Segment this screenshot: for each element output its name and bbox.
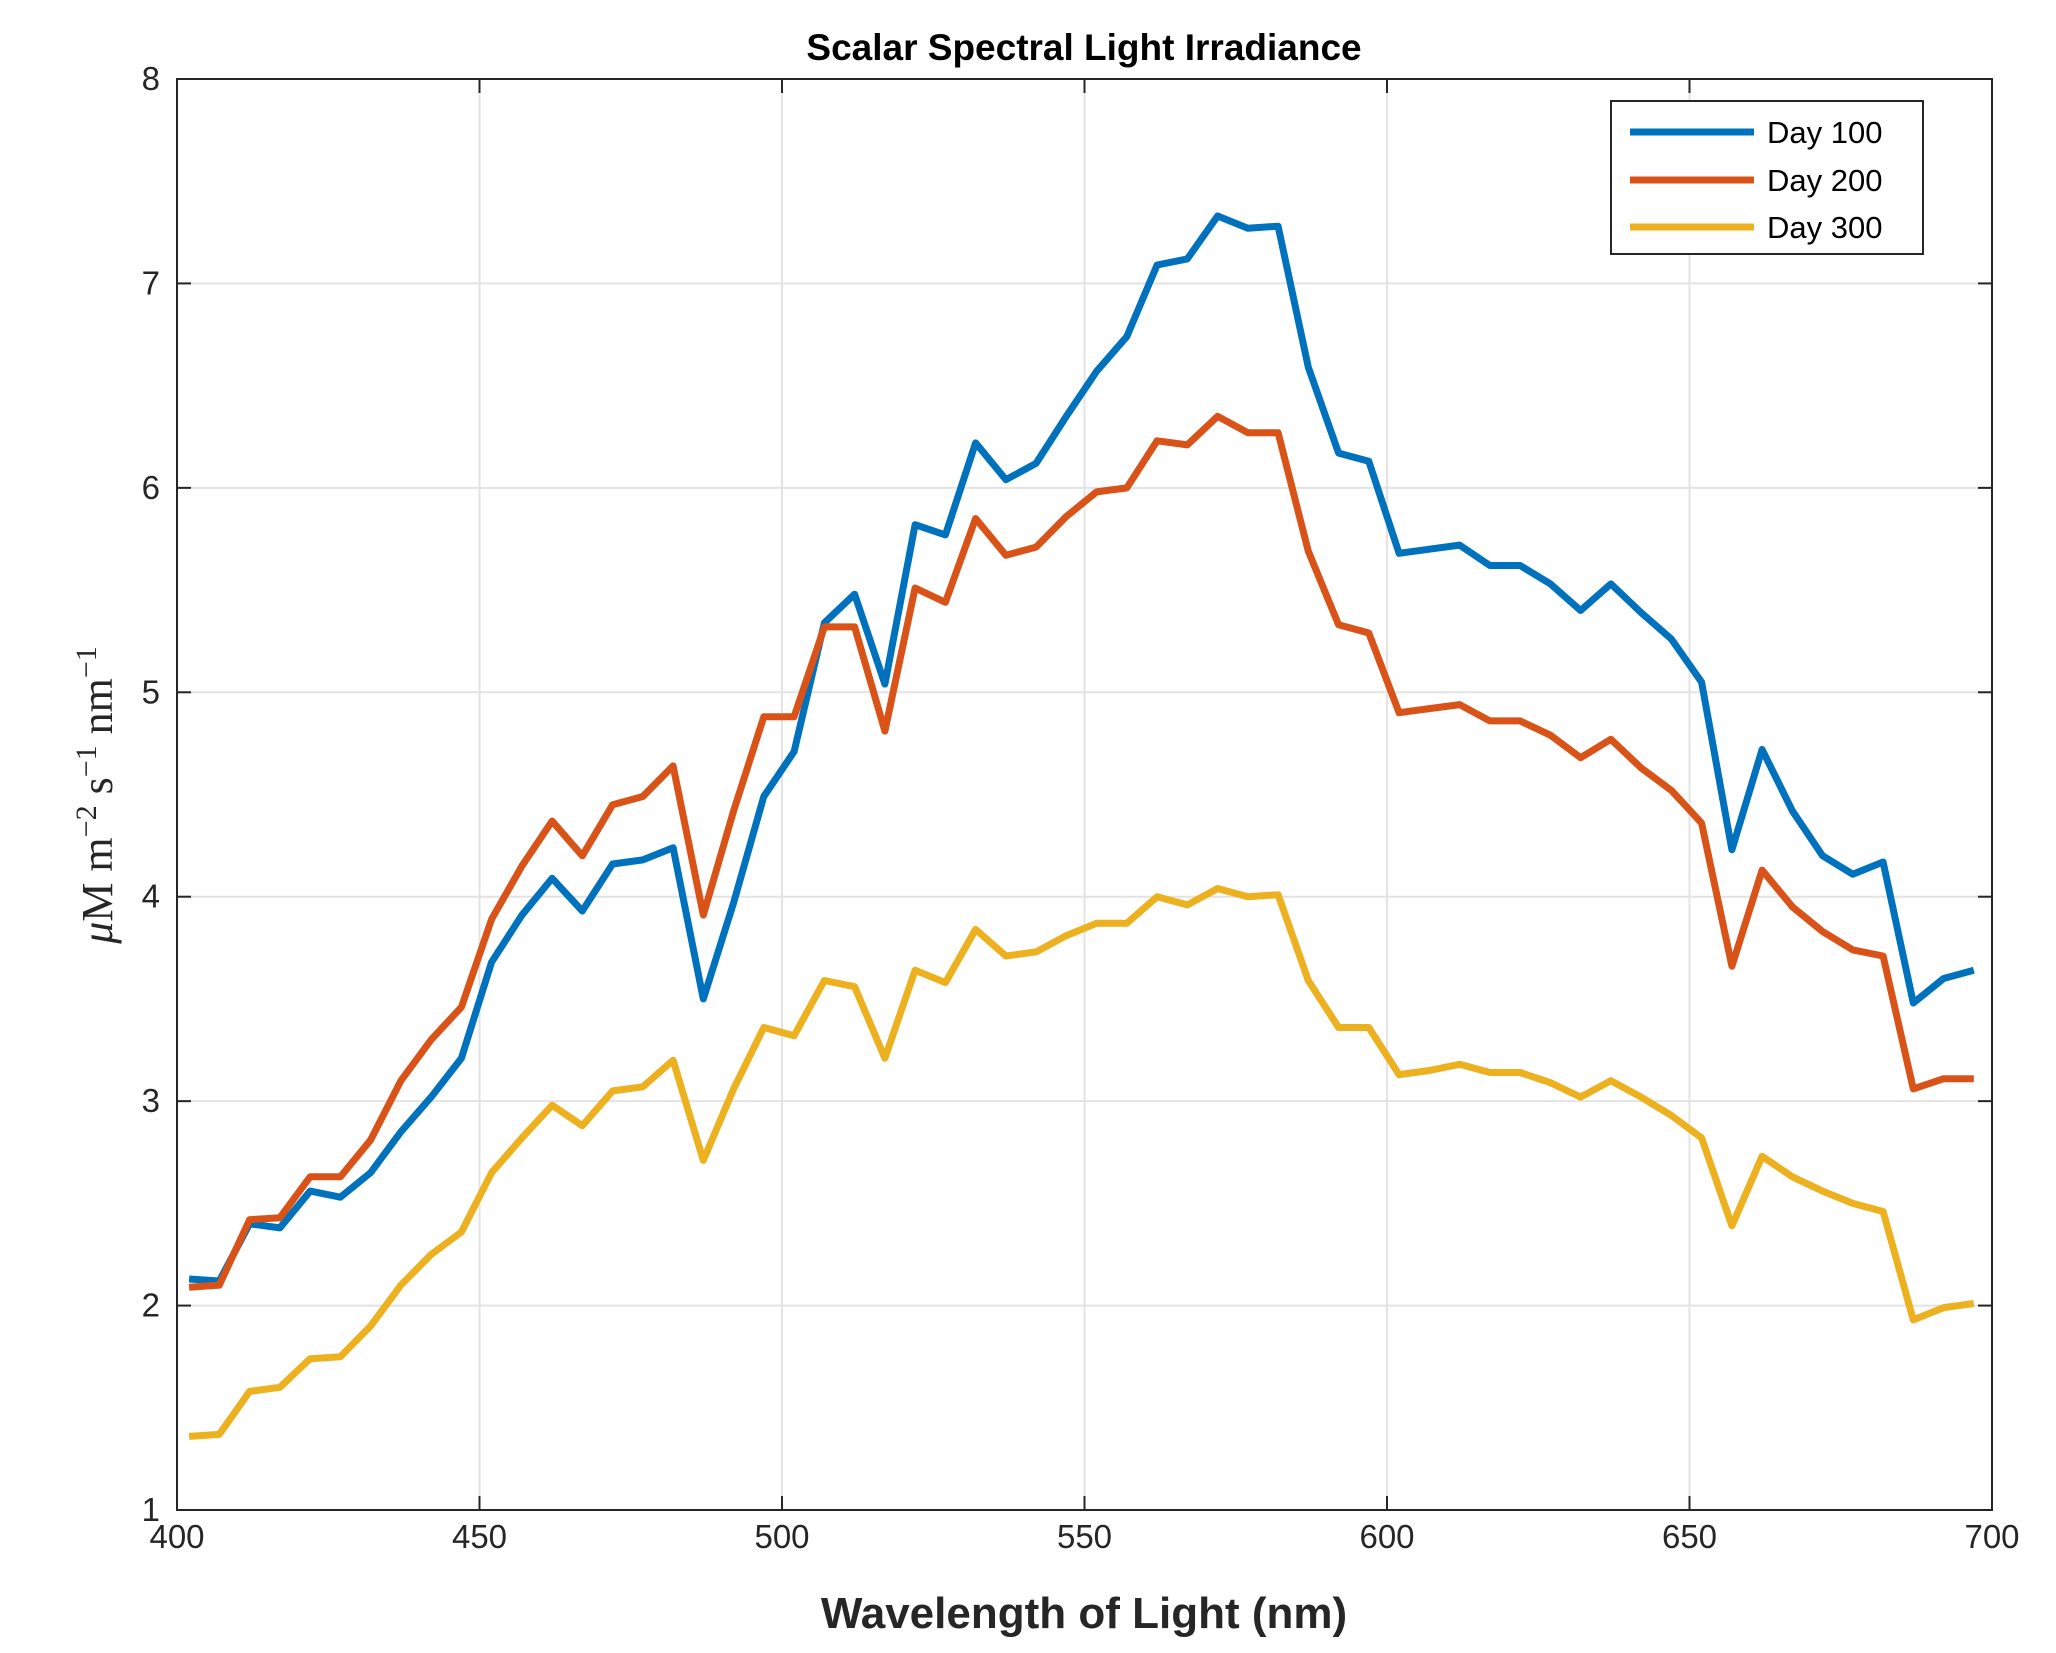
y-tick-label: 1: [142, 1491, 160, 1528]
x-tick-label: 550: [1057, 1518, 1112, 1555]
legend-label-day-300: Day 300: [1767, 210, 1882, 245]
x-tick-label: 650: [1662, 1518, 1717, 1555]
x-tick-label: 600: [1359, 1518, 1414, 1555]
y-tick-label: 3: [142, 1082, 160, 1119]
y-tick-label: 2: [142, 1287, 160, 1324]
y-axis-label-unit-s: s: [73, 777, 122, 805]
series-lines: [188, 212, 1975, 1440]
y-axis-label-exp-s: −1: [70, 745, 103, 777]
y-axis-label-exp-nm: −1: [70, 646, 103, 678]
x-tick-label: 700: [1964, 1518, 2019, 1555]
y-tick-label: 8: [142, 60, 160, 97]
y-axis-label-unit-nm: nm: [73, 678, 122, 745]
legend-label-day-200: Day 200: [1767, 163, 1882, 198]
y-axis-label: μM m−2 s−1 nm−1: [70, 646, 122, 945]
y-axis-label-exp-m: −2: [70, 805, 103, 837]
series-line-day-300: [188, 885, 1975, 1440]
x-tick-label: 450: [452, 1518, 507, 1555]
axis-ticks: 400 450 500 550 600 650 700 1 2 3 4 5 6 7 8: [142, 60, 2020, 1555]
y-axis-label-unit-m: M m: [73, 837, 122, 921]
y-tick-label: 5: [142, 673, 160, 710]
chart-title: Scalar Spectral Light Irradiance: [806, 27, 1361, 68]
legend-label-day-100: Day 100: [1767, 115, 1882, 150]
x-tick-label: 400: [149, 1518, 204, 1555]
legend: Day 100 Day 200 Day 300: [1610, 100, 1924, 255]
series-line-day-100: [188, 212, 1975, 1285]
y-tick-label: 4: [142, 878, 160, 915]
y-tick-label: 7: [142, 264, 160, 301]
y-axis-label-mu: μ: [73, 922, 122, 945]
series-line-day-200: [188, 412, 1974, 1291]
x-tick-label: 500: [754, 1518, 809, 1555]
y-tick-label: 6: [142, 469, 160, 506]
x-axis-label: Wavelength of Light (nm): [821, 1589, 1347, 1638]
